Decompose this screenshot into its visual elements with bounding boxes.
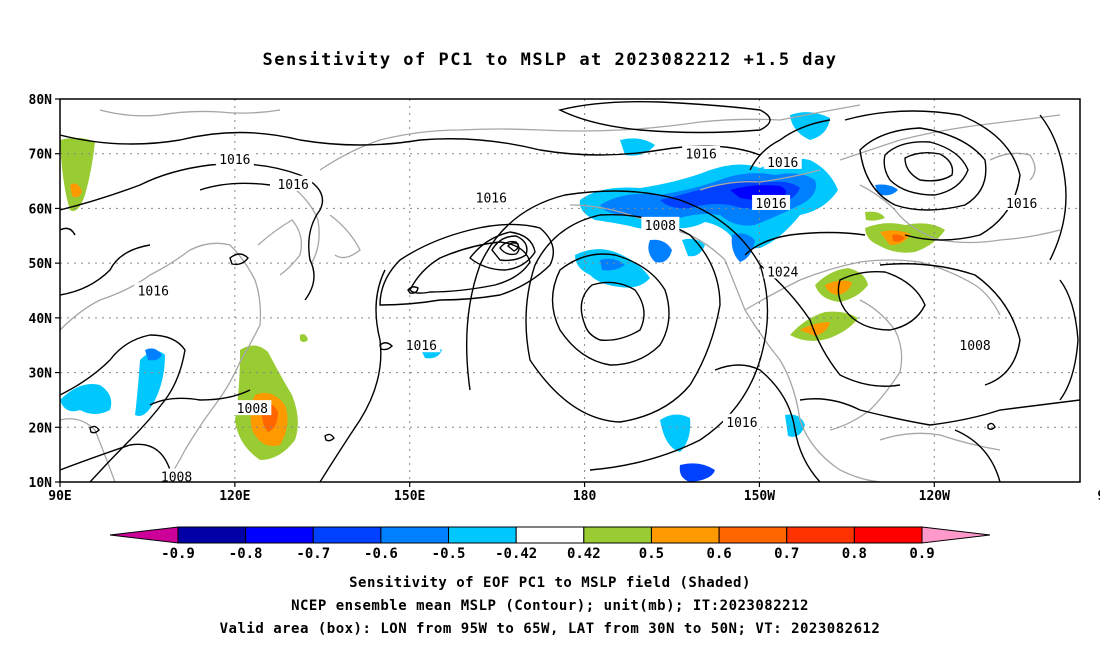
colorbar-box bbox=[853, 526, 923, 544]
lon-tick-label: 120W bbox=[919, 489, 950, 504]
contour-label-bg bbox=[763, 263, 802, 279]
colorbar-tick-label: -0.5 bbox=[432, 546, 466, 562]
map-title: Sensitivity of PC1 to MSLP at 2023082212… bbox=[262, 50, 838, 70]
contour-label: 1008 bbox=[959, 339, 990, 354]
lat-tick-label: 50N bbox=[29, 257, 53, 272]
contour-label: 1016 bbox=[219, 153, 250, 168]
colorbar-tick-label: -0.8 bbox=[229, 546, 263, 562]
lat-tick-label: 30N bbox=[29, 367, 53, 382]
colorbar-boxes bbox=[109, 526, 991, 544]
contour-label: 1016 bbox=[755, 197, 786, 212]
colorbar-tick-label: 0.42 bbox=[567, 546, 601, 562]
contour-label-bg bbox=[682, 145, 721, 161]
colorbar-box bbox=[515, 526, 585, 544]
contour-label: 1016 bbox=[476, 191, 507, 206]
colorbar-box bbox=[448, 526, 517, 544]
colorbar-tick-label: -0.42 bbox=[495, 546, 537, 562]
longitude-axis: 90E120E150E180150W120W90W60W bbox=[48, 482, 1100, 504]
lat-tick-label: 20N bbox=[29, 421, 53, 436]
colorbar-box bbox=[380, 526, 450, 544]
colorbar-tick-label: -0.6 bbox=[364, 546, 398, 562]
colorbar-tick-label: 0.6 bbox=[706, 546, 731, 562]
colorbar-tick-label: 0.5 bbox=[639, 546, 664, 562]
lon-tick-label: 150E bbox=[394, 489, 425, 504]
contour-label-bg bbox=[472, 189, 511, 205]
lat-tick-label: 70N bbox=[29, 148, 53, 163]
caption-line-3: Valid area (box): LON from 95W to 65W, L… bbox=[219, 621, 881, 637]
caption-line-2: NCEP ensemble mean MSLP (Contour); unit(… bbox=[291, 598, 809, 614]
contour-label: 1016 bbox=[1006, 197, 1037, 212]
contour-label-bg bbox=[641, 216, 680, 232]
colorbar-box bbox=[650, 526, 720, 544]
lat-tick-label: 40N bbox=[29, 312, 53, 327]
colorbar-box bbox=[718, 526, 788, 544]
contour-label-bg bbox=[134, 282, 173, 298]
colorbar-box bbox=[583, 526, 652, 544]
colorbar-box bbox=[312, 526, 382, 544]
latitude-axis: 80N 70N 60N 50N 40N 30N 20N 10N bbox=[29, 93, 60, 491]
contour-label: 1016 bbox=[726, 416, 757, 431]
lat-tick-label: 10N bbox=[29, 476, 53, 491]
mslp-contours bbox=[60, 100, 1080, 482]
colorbar-tick-label: 0.9 bbox=[909, 546, 934, 562]
contour-label-bg bbox=[1002, 194, 1041, 210]
contour-label: 1016 bbox=[406, 339, 437, 354]
colorbar-box bbox=[177, 526, 247, 544]
contour-label: 1016 bbox=[685, 148, 716, 163]
lon-tick-label: 120E bbox=[219, 489, 250, 504]
contour-labels: 1016 1016 1016 1016 1016 1016 1008 1016 1024 1016… bbox=[134, 145, 1041, 486]
contour-label-bg bbox=[215, 151, 254, 167]
colorbar-box bbox=[786, 526, 855, 544]
contour-label-bg bbox=[157, 468, 196, 482]
lon-tick-label: 150W bbox=[744, 489, 775, 504]
colorbar-tick-label: 0.8 bbox=[842, 546, 867, 562]
colorbar-box bbox=[245, 526, 314, 544]
contour-label: 1008 bbox=[161, 471, 192, 486]
colorbar-min-triangle bbox=[109, 526, 179, 544]
contour-label: 1016 bbox=[767, 156, 798, 171]
contour-label: 1016 bbox=[277, 178, 308, 193]
contour-label-bg bbox=[402, 337, 441, 353]
contour-label-bg bbox=[274, 175, 313, 191]
lat-tick-label: 60N bbox=[29, 202, 53, 217]
contour-label-bg bbox=[752, 194, 791, 210]
lon-tick-label: 180 bbox=[573, 489, 597, 504]
caption-line-1: Sensitivity of EOF PC1 to MSLP field (Sh… bbox=[349, 575, 751, 591]
colorbar-tick-labels: -0.9 -0.8 -0.7 -0.6 -0.5 -0.42 0.42 0.5 0.6 0.7 0.… bbox=[161, 546, 935, 562]
contour-label: 1016 bbox=[138, 285, 169, 300]
map-frame bbox=[59, 98, 1081, 483]
lon-tick-label: 90W bbox=[1097, 489, 1100, 504]
contour-label-bg bbox=[763, 153, 802, 169]
lon-tick-label: 90E bbox=[48, 489, 71, 504]
contour-label: 1008 bbox=[645, 219, 676, 234]
colorbar-tick-label: 0.7 bbox=[774, 546, 799, 562]
colorbar-max-triangle bbox=[921, 526, 991, 544]
contour-label-bg bbox=[956, 337, 995, 353]
contour-label: 1024 bbox=[767, 265, 798, 280]
contour-label-bg bbox=[722, 413, 761, 429]
lat-tick-label: 80N bbox=[29, 93, 53, 108]
contour-label: 1008 bbox=[237, 402, 268, 417]
colorbar-tick-label: -0.7 bbox=[296, 546, 330, 562]
colorbar-tick-label: -0.9 bbox=[161, 546, 195, 562]
contour-label-bg bbox=[233, 400, 272, 416]
